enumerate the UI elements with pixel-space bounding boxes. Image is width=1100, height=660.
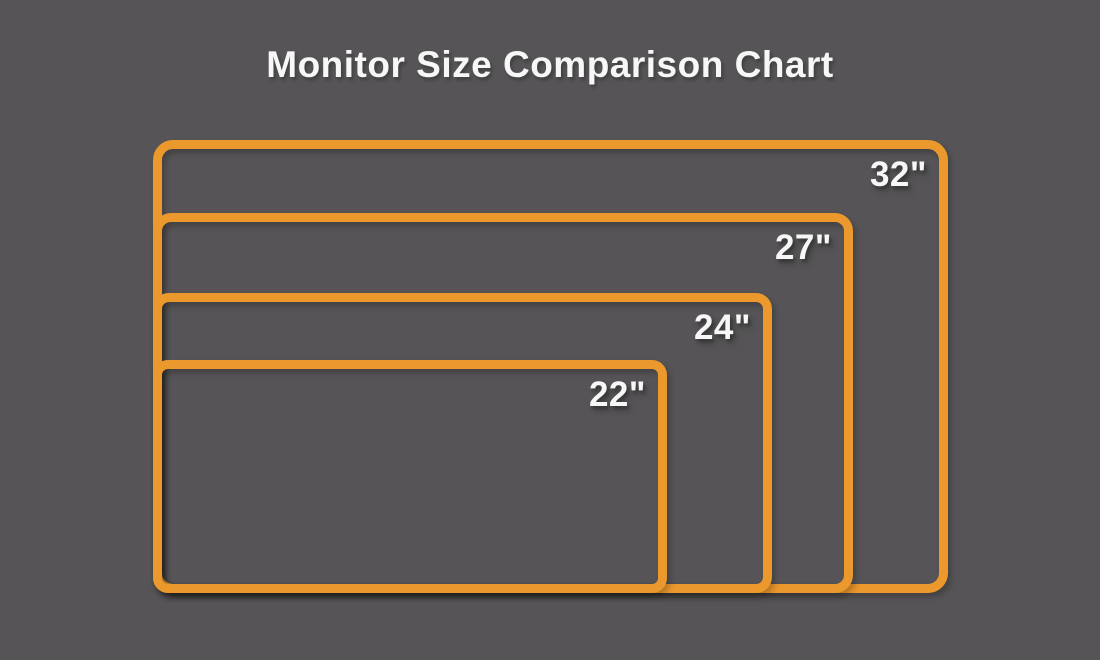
monitor-size-label-32in: 32"	[869, 155, 927, 194]
chart-title: Monitor Size Comparison Chart	[266, 44, 834, 85]
monitor-size-label-24in: 24"	[693, 308, 751, 347]
monitor-size-label-22in: 22"	[588, 375, 646, 414]
monitor-rect-22in: 22"	[153, 360, 667, 593]
monitor-size-label-27in: 27"	[774, 228, 832, 267]
